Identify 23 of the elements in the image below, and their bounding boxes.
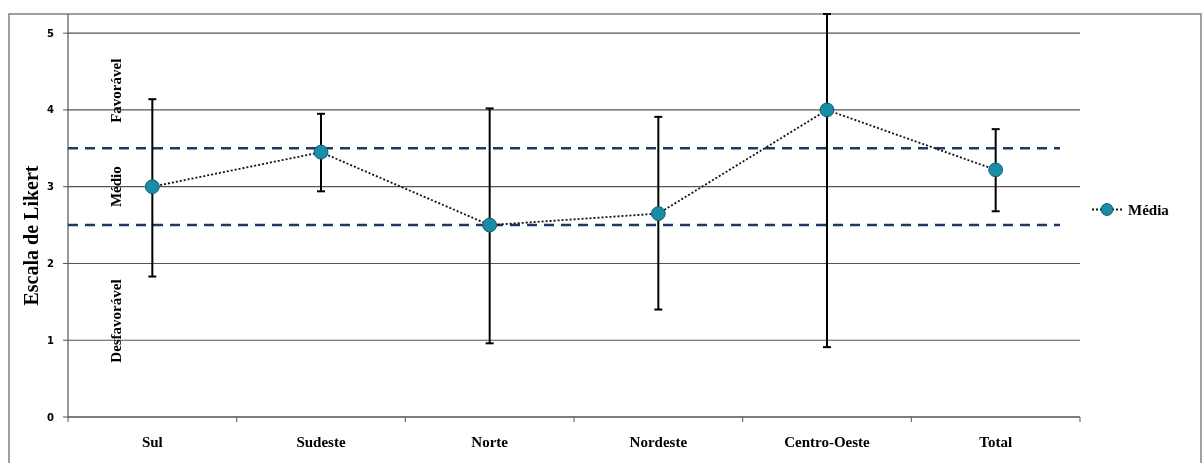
point bbox=[482, 217, 498, 233]
y-tick-label: 3 bbox=[47, 181, 55, 193]
x-tick-label: Sul bbox=[141, 434, 163, 450]
x-tick-label: Total bbox=[979, 434, 1013, 450]
x-tick-label: Nordeste bbox=[629, 434, 688, 450]
x-tick-label: Sudeste bbox=[296, 434, 346, 450]
point bbox=[144, 179, 160, 195]
point bbox=[988, 162, 1004, 178]
annotation: Favorável bbox=[108, 58, 125, 123]
annotation: Médio bbox=[108, 166, 125, 208]
legend-label: Média bbox=[1128, 201, 1170, 218]
y-tick-label: 0 bbox=[47, 411, 55, 423]
point bbox=[650, 206, 666, 221]
x-tick-label: Centro-Oeste bbox=[784, 434, 871, 450]
point bbox=[313, 144, 329, 160]
point bbox=[819, 102, 835, 118]
y-axis-title: Escala de Likert bbox=[20, 165, 42, 306]
y-tick-label: 5 bbox=[47, 27, 55, 39]
y-tick-label: 2 bbox=[47, 257, 55, 269]
y-tick-label: 1 bbox=[47, 334, 55, 346]
x-tick-label: Norte bbox=[471, 434, 509, 450]
y-tick-label: 4 bbox=[47, 104, 55, 116]
annotation: Desfavorável bbox=[108, 279, 125, 363]
